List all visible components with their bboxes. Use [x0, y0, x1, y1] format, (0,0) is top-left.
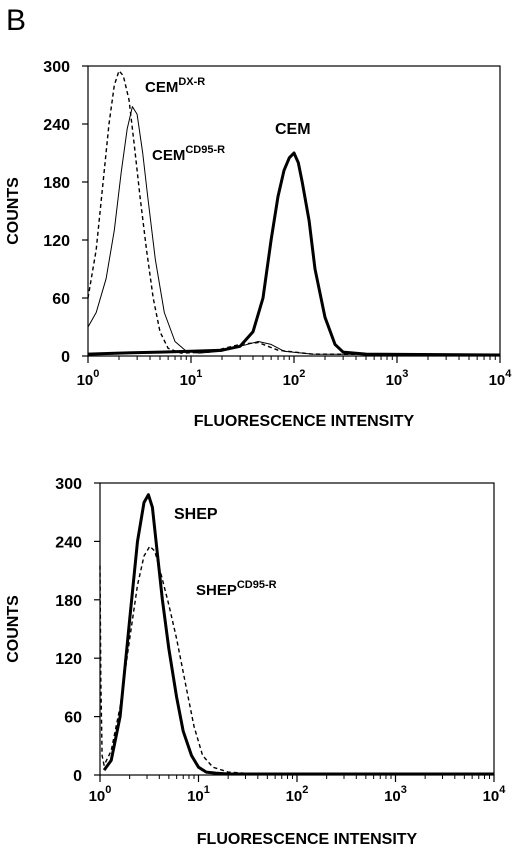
annotation-base: SHEP	[174, 506, 218, 523]
x-tick-exponent: 2	[299, 368, 305, 380]
x-tick-label: 100	[77, 368, 100, 389]
y-tick-label: 120	[55, 651, 82, 668]
x-tick-exponent: 3	[401, 784, 407, 796]
x-tick-base: 10	[384, 788, 401, 805]
x-tick-label: 100	[89, 784, 112, 805]
series-annotation: CEM	[275, 121, 311, 138]
annotation-base: CEM	[275, 121, 311, 138]
y-tick-label: 240	[43, 117, 70, 134]
x-tick-label: 102	[286, 784, 309, 805]
y-tick-label: 0	[73, 768, 82, 785]
x-tick-label: 104	[483, 784, 507, 805]
x-axis-label: FLUORESCENCE INTENSITY	[197, 831, 418, 848]
x-tick-exponent: 4	[505, 368, 512, 380]
annotation-base: SHEP	[196, 582, 237, 599]
x-tick-base: 10	[180, 372, 197, 389]
x-tick-exponent: 0	[105, 784, 111, 796]
y-tick-label: 60	[52, 291, 70, 308]
annotation-superscript: CD95-R	[237, 579, 277, 591]
y-tick-label: 300	[55, 476, 82, 493]
x-tick-exponent: 2	[302, 784, 308, 796]
series-line-0	[87, 151, 501, 357]
plot-frame	[99, 482, 495, 776]
y-tick-label: 60	[64, 710, 82, 727]
x-tick-exponent: 3	[402, 368, 408, 380]
x-tick-base: 10	[89, 788, 106, 805]
x-tick-base: 10	[286, 788, 303, 805]
x-tick-base: 10	[283, 372, 300, 389]
x-tick-label: 103	[386, 368, 409, 389]
x-tick-base: 10	[483, 788, 500, 805]
y-tick-label: 0	[61, 349, 70, 366]
x-tick-base: 10	[187, 788, 204, 805]
series-annotation: CEMCD95-R	[152, 144, 225, 164]
x-tick-exponent: 4	[499, 784, 506, 796]
y-tick-label: 180	[55, 593, 82, 610]
annotation-superscript: CD95-R	[185, 144, 225, 156]
x-tick-base: 10	[386, 372, 403, 389]
series-line-0	[102, 493, 494, 776]
y-axis-label: COUNTS	[5, 177, 22, 245]
series-line-1	[87, 106, 501, 356]
series-line-1	[99, 545, 494, 775]
annotation-base: CEM	[145, 79, 178, 96]
x-tick-label: 101	[180, 368, 203, 389]
y-tick-label: 300	[43, 59, 70, 76]
x-tick-label: 104	[489, 368, 513, 389]
y-axis-label: COUNTS	[5, 595, 22, 663]
x-tick-exponent: 0	[93, 368, 99, 380]
y-tick-label: 180	[43, 175, 70, 192]
x-axis-label: FLUORESCENCE INTENSITY	[194, 413, 415, 430]
annotation-superscript: DX-R	[178, 76, 205, 88]
y-tick-label: 240	[55, 534, 82, 551]
x-tick-base: 10	[77, 372, 94, 389]
series-annotation: SHEPCD95-R	[196, 579, 277, 599]
annotation-base: CEM	[152, 147, 185, 164]
x-tick-exponent: 1	[204, 784, 210, 796]
x-tick-exponent: 1	[196, 368, 202, 380]
x-tick-label: 103	[384, 784, 407, 805]
series-annotation: SHEP	[174, 506, 218, 523]
x-tick-base: 10	[489, 372, 506, 389]
series-annotation: CEMDX-R	[145, 76, 205, 96]
y-tick-label: 120	[43, 233, 70, 250]
panel-label: B	[6, 4, 27, 37]
x-tick-label: 102	[283, 368, 306, 389]
x-tick-label: 101	[187, 784, 210, 805]
